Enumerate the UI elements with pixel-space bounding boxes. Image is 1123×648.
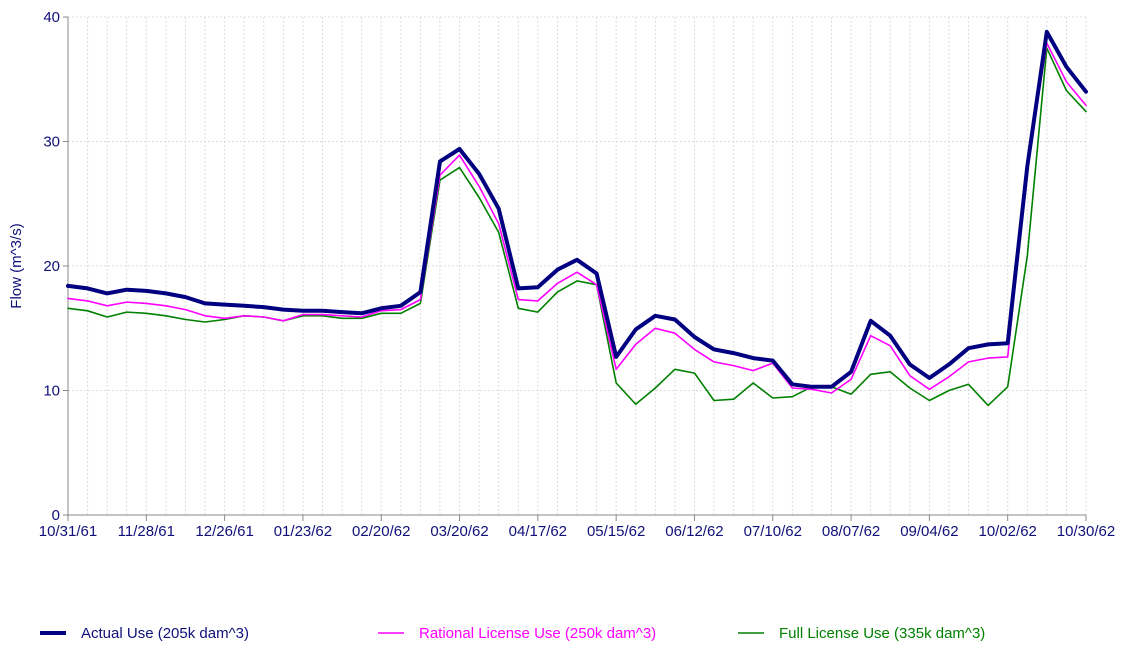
- y-tick-label: 20: [43, 258, 60, 275]
- x-tick-label: 11/28/61: [118, 523, 175, 540]
- x-tick-label: 10/31/61: [39, 523, 97, 540]
- x-tick-label: 03/20/62: [430, 523, 488, 540]
- x-tick-label: 08/07/62: [822, 523, 880, 540]
- y-tick-label: 10: [43, 383, 60, 400]
- legend-label: Actual Use (205k dam^3): [81, 625, 249, 642]
- x-tick-label: 02/20/62: [352, 523, 410, 540]
- x-tick-label: 07/10/62: [744, 523, 802, 540]
- x-tick-label: 09/04/62: [900, 523, 958, 540]
- x-tick-label: 05/15/62: [587, 523, 645, 540]
- tick-labels: 0 10 20 30 40 10/31/61 11/28/61 12/26/61 01/23/6…: [39, 9, 1115, 540]
- x-tick-label: 06/12/62: [665, 523, 723, 540]
- series-line-2: [67, 42, 1087, 394]
- x-tick-label: 10/30/62: [1057, 523, 1115, 540]
- legend-label: Rational License Use (250k dam^3): [419, 625, 656, 642]
- legend: Actual Use (205k dam^3) Rational License …: [40, 625, 985, 642]
- x-tick-label: 10/02/62: [978, 523, 1036, 540]
- x-tick-label: 12/26/61: [195, 523, 253, 540]
- series-lines: [66, 29, 1088, 407]
- gridlines: [68, 16, 1087, 515]
- axes: [63, 16, 1087, 521]
- legend-label: Full License Use (335k dam^3): [779, 625, 985, 642]
- y-tick-label: 40: [43, 9, 60, 26]
- y-axis-title: Flow (m^3/s): [8, 223, 25, 308]
- x-tick-label: 01/23/62: [274, 523, 332, 540]
- series-line-1: [66, 29, 1088, 389]
- x-tick-label: 04/17/62: [509, 523, 567, 540]
- y-tick-label: 30: [43, 134, 60, 151]
- y-tick-label: 0: [52, 507, 60, 524]
